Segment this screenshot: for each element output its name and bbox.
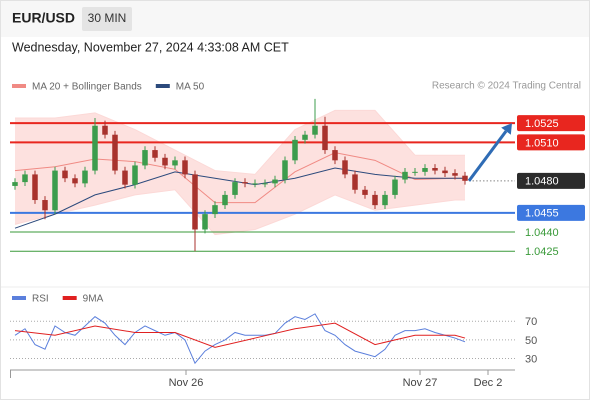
- candle-body: [172, 160, 178, 166]
- candle-body: [152, 150, 158, 158]
- timeframe: 30 MIN: [88, 11, 127, 25]
- level-badge: [517, 204, 585, 221]
- forecast-arrowhead: [501, 123, 512, 135]
- indicator-line: [14, 313, 466, 365]
- level-badge: [517, 115, 585, 132]
- level-label: 1.0425: [525, 246, 559, 258]
- candle-body: [122, 170, 128, 185]
- candle-body: [92, 125, 98, 171]
- level-label: 1.0455: [525, 208, 559, 220]
- candle-body: [12, 182, 18, 186]
- level-label: 1.0525: [525, 118, 559, 130]
- candle-body: [242, 182, 248, 184]
- x-tick-label: Dec 2: [474, 377, 503, 389]
- legend-swatch: [155, 84, 170, 88]
- level-badge: [517, 134, 585, 151]
- candle-body: [212, 205, 218, 215]
- candle-body: [112, 134, 118, 171]
- candle-body: [42, 200, 48, 211]
- candle-body: [462, 175, 468, 181]
- candle-body: [352, 174, 358, 190]
- symbol: EUR/USD: [12, 10, 75, 26]
- indicator-tick-label: 30: [525, 353, 537, 365]
- level-label: 1.0510: [525, 137, 559, 149]
- candle-body: [372, 194, 378, 206]
- legend-label: RSI: [32, 294, 49, 305]
- candle-body: [402, 171, 408, 180]
- candle-body: [192, 174, 198, 230]
- legend-swatch: [62, 296, 77, 300]
- candle-body: [442, 170, 448, 174]
- candle-body: [142, 150, 148, 166]
- timeframe-box: [82, 7, 132, 31]
- date-time: Wednesday, November 27, 2024 4:33:08 AM …: [12, 40, 289, 54]
- candle-body: [22, 174, 28, 183]
- candle-body: [322, 125, 328, 151]
- candle-body: [202, 214, 208, 230]
- x-tick-label: Nov 27: [403, 377, 438, 389]
- price-plot: [10, 98, 515, 252]
- candle-body: [222, 194, 228, 206]
- candle-body: [52, 170, 58, 211]
- candle-body: [312, 125, 318, 135]
- candle-body: [102, 125, 108, 135]
- indicator-tick-label: 50: [525, 335, 537, 347]
- candle-body: [62, 170, 68, 179]
- candle-body: [412, 171, 418, 173]
- candle-body: [132, 165, 138, 185]
- candle-body: [262, 183, 268, 185]
- source: Research © 2024 Trading Central: [432, 81, 581, 92]
- candle-body: [82, 170, 88, 184]
- candle-body: [182, 160, 188, 175]
- candle-body: [292, 139, 298, 161]
- band-edge: [15, 109, 465, 175]
- level-badge: [517, 172, 585, 189]
- candle-body: [272, 179, 278, 184]
- candle-body: [342, 160, 348, 175]
- candle-body: [72, 178, 78, 184]
- candle-body: [302, 134, 308, 140]
- candle-body: [422, 168, 428, 172]
- legend-label: MA 50: [176, 82, 205, 93]
- band-edge: [14, 189, 465, 236]
- candle-body: [452, 173, 458, 176]
- x-tick-label: Nov 26: [169, 377, 204, 389]
- legend-swatch: [12, 296, 26, 300]
- candle-body: [252, 183, 258, 185]
- candle-body: [362, 189, 368, 195]
- candle-body: [162, 157, 168, 166]
- legend-swatch: [12, 84, 26, 88]
- candle-body: [32, 174, 38, 201]
- candle-body: [432, 168, 438, 171]
- legend-label: MA 20 + Bollinger Bands: [32, 82, 142, 93]
- candle-body: [282, 160, 288, 180]
- forecast-arrow: [467, 130, 508, 182]
- candle-body: [232, 182, 238, 195]
- candle-body: [392, 179, 398, 195]
- legend-label: 9MA: [83, 294, 104, 305]
- level-label: 1.0480: [525, 176, 559, 188]
- indicator-tick-label: 70: [525, 316, 537, 328]
- candle-body: [332, 150, 338, 161]
- candle-body: [382, 194, 388, 206]
- level-label: 1.0440: [525, 227, 559, 239]
- indicator-line: [14, 322, 466, 348]
